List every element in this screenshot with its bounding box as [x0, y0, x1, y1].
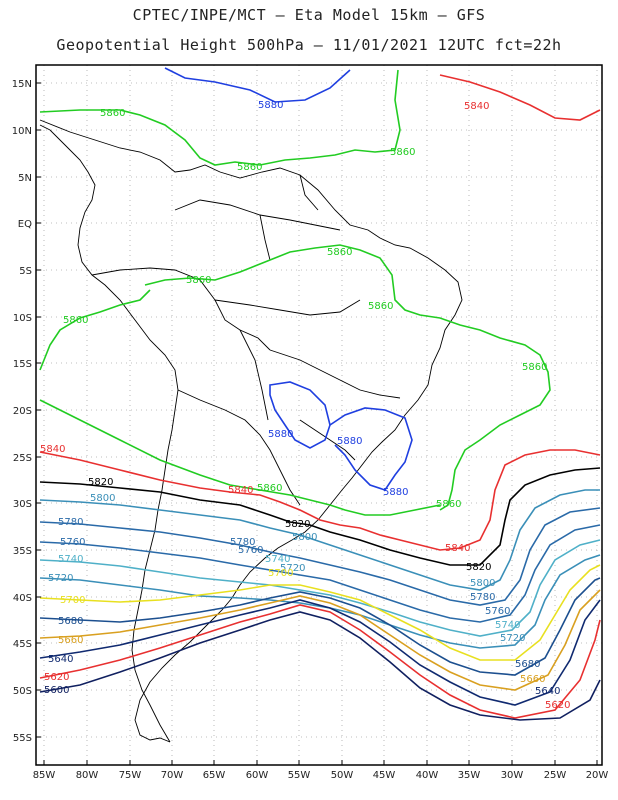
map-frame: [35, 64, 603, 766]
contour-label: 5860: [436, 499, 461, 510]
lat-tick-label: 10S: [13, 313, 32, 324]
contour-label: 5760: [485, 606, 510, 617]
contour-label: 5800: [90, 493, 115, 504]
contour-label: 5760: [60, 537, 85, 548]
contour-labels: 5880 5880 5880 5880 5860 5860 5860 5860 5860 5860…: [40, 100, 570, 711]
contour-label: 5880: [383, 487, 408, 498]
contour-label: 5700: [268, 568, 293, 579]
lat-lon-grid: [36, 65, 602, 765]
contour-label: 5840: [228, 485, 253, 496]
contour-label: 5780: [58, 517, 83, 528]
contour-label: 5820: [88, 477, 113, 488]
contour-label: 5720: [280, 563, 305, 574]
contour-label: 5840: [445, 543, 470, 554]
lat-tick-label: 20S: [13, 406, 32, 417]
lon-tick-label: 75W: [119, 770, 142, 781]
contour-label: 5740: [495, 620, 520, 631]
map-title-line1: CPTEC/INPE/MCT – Eta Model 15km – GFS: [132, 6, 486, 24]
lon-tick-label: 70W: [161, 770, 184, 781]
lat-tick-label: 30S: [13, 499, 32, 510]
contour-label: 5740: [58, 554, 83, 565]
contour-label: 5860: [257, 483, 282, 494]
contour-label: 5640: [535, 686, 560, 697]
contour-label: 5840: [464, 101, 489, 112]
contour-label: 5660: [58, 635, 83, 646]
contour-label: 5880: [337, 436, 362, 447]
contour-label: 5860: [63, 315, 88, 326]
lat-tick-label: 55S: [13, 733, 32, 744]
lon-tick-label: 85W: [33, 770, 56, 781]
lat-tick-label: EQ: [18, 219, 32, 230]
contour-label: 5860: [522, 362, 547, 373]
contour-label: 5860: [327, 247, 352, 258]
lat-tick-label: 50S: [13, 686, 32, 697]
continent-outline: [39, 119, 463, 743]
lon-tick-label: 60W: [246, 770, 269, 781]
lon-tick-label: 40W: [416, 770, 439, 781]
contour-label: 5740: [265, 554, 290, 565]
lon-tick-label: 30W: [501, 770, 524, 781]
lon-tick-label: 55W: [288, 770, 311, 781]
lon-tick-label: 45W: [373, 770, 396, 781]
lat-tick-label: 40S: [13, 593, 32, 604]
contour-label: 5840: [40, 444, 65, 455]
contour-label: 5860: [186, 275, 211, 286]
lon-tick-label: 50W: [331, 770, 354, 781]
contour-label: 5800: [292, 532, 317, 543]
axis-ticks: 15N 10N 5N EQ 5S 10S 15S 20S 25S 30S 35S 40S 45S 50S 5…: [12, 79, 609, 781]
contour-label: 5680: [58, 616, 83, 627]
lat-tick-label: 45S: [13, 639, 32, 650]
lat-tick-label: 15N: [12, 79, 32, 90]
contour-label: 5620: [545, 700, 570, 711]
lon-tick-label: 80W: [76, 770, 99, 781]
contour-label: 5620: [44, 672, 69, 683]
contour-label: 5680: [515, 659, 540, 670]
contour-label: 5760: [238, 545, 263, 556]
contour-label: 5860: [100, 108, 125, 119]
contour-label: 5660: [520, 674, 545, 685]
contour-label: 5860: [390, 147, 415, 158]
contour-label: 5720: [48, 573, 73, 584]
contour-label: 5880: [268, 429, 293, 440]
contour-label: 5600: [44, 685, 69, 696]
contour-label: 5720: [500, 633, 525, 644]
lat-tick-label: 25S: [13, 453, 32, 464]
contour-label: 5880: [258, 100, 283, 111]
height-contours: [39, 67, 601, 721]
contour-label: 5800: [470, 578, 495, 589]
map-title-line2: Geopotential Height 500hPa – 11/01/2021 …: [56, 36, 562, 54]
lon-tick-label: 25W: [544, 770, 567, 781]
contour-label: 5820: [466, 562, 491, 573]
contour-label: 5820: [285, 519, 310, 530]
contour-label: 5860: [368, 301, 393, 312]
lon-tick-label: 35W: [458, 770, 481, 781]
contour-label: 5860: [237, 162, 262, 173]
lat-tick-label: 5N: [18, 173, 32, 184]
lat-tick-label: 5S: [19, 266, 32, 277]
lat-tick-label: 35S: [13, 546, 32, 557]
contour-label: 5640: [48, 654, 73, 665]
lon-tick-label: 65W: [203, 770, 226, 781]
lat-tick-label: 15S: [13, 359, 32, 370]
lon-tick-label: 20W: [586, 770, 609, 781]
contour-label: 5780: [470, 592, 495, 603]
lat-tick-label: 10N: [12, 126, 32, 137]
contour-label: 5780: [230, 537, 255, 548]
contour-label: 5700: [60, 595, 85, 606]
